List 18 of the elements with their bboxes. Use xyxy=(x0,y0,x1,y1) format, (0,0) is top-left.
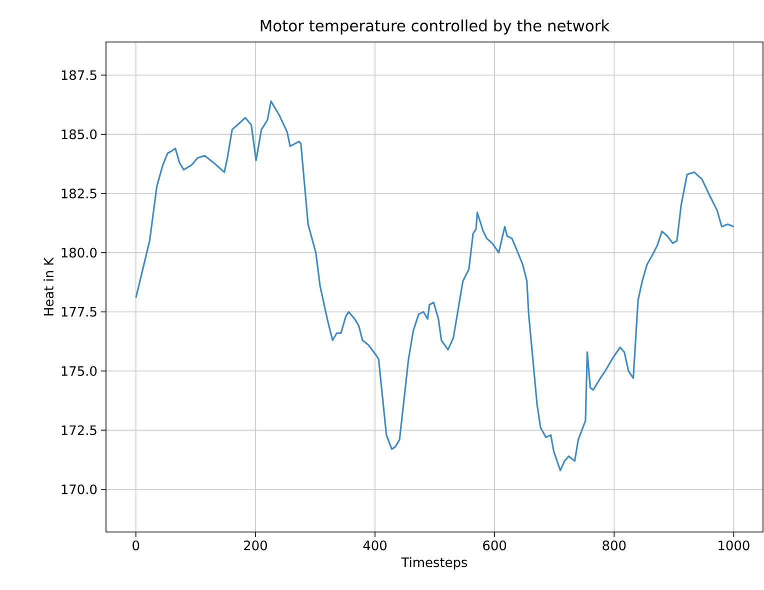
x-tick-label: 600 xyxy=(483,540,506,550)
x-tick-label: 0 xyxy=(132,540,140,550)
y-tick-label: 175.0 xyxy=(62,366,97,376)
y-tick-label: 172.5 xyxy=(62,425,96,436)
x-tick-label: 1000 xyxy=(718,540,750,550)
x-axis-title: Timesteps xyxy=(401,557,468,570)
y-tick-label: 182.5 xyxy=(62,188,96,198)
y-tick-label: 180.0 xyxy=(62,248,97,258)
y-tick-label: 185.0 xyxy=(62,129,97,140)
y-axis-title: Heat in K xyxy=(44,257,54,316)
chart-title: Motor temperature controlled by the network xyxy=(260,20,610,35)
y-tick-label: 177.5 xyxy=(62,307,96,317)
y-tick-label: 187.5 xyxy=(62,70,96,80)
x-tick-label: 400 xyxy=(363,540,387,550)
line-series xyxy=(135,100,735,472)
y-tick-label: 170.0 xyxy=(62,484,97,494)
x-tick-label: 800 xyxy=(602,540,626,550)
x-tick-label: 200 xyxy=(244,540,267,550)
